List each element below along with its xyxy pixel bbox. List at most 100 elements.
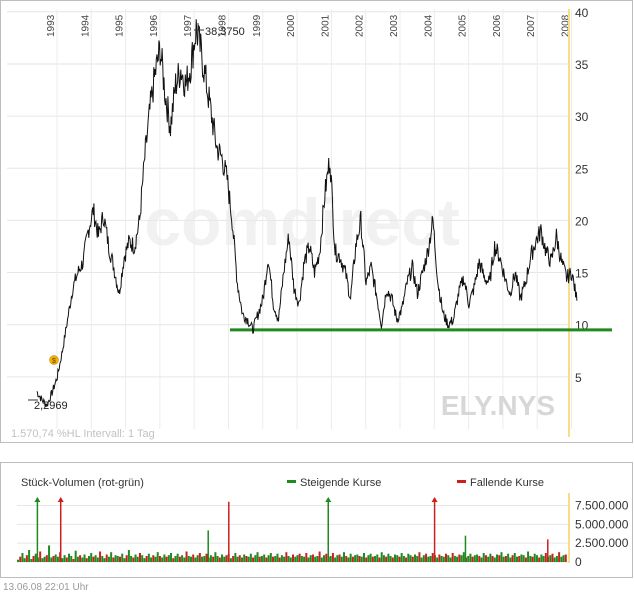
volume-bar bbox=[458, 554, 461, 562]
volume-bar bbox=[409, 555, 412, 562]
volume-overflow-arrow bbox=[325, 497, 332, 502]
volume-bar bbox=[349, 553, 352, 562]
volume-bar bbox=[79, 555, 82, 562]
volume-bar bbox=[385, 556, 388, 562]
volume-bar bbox=[174, 556, 177, 562]
dividend-label: $ bbox=[52, 358, 56, 365]
volume-bar bbox=[278, 557, 281, 562]
volume-bar bbox=[285, 552, 288, 562]
volume-bar bbox=[345, 556, 348, 562]
volume-overflow-arrow bbox=[431, 497, 438, 502]
volume-bar bbox=[21, 553, 24, 562]
volume-bar bbox=[123, 558, 126, 562]
volume-bar bbox=[103, 558, 106, 562]
volume-bar bbox=[267, 555, 270, 562]
volume-bar bbox=[92, 556, 95, 562]
volume-bar bbox=[555, 556, 558, 562]
x-tick-label: 2008 bbox=[561, 14, 572, 37]
volume-bar bbox=[365, 557, 368, 562]
volume-bar bbox=[449, 557, 452, 562]
x-tick-label: 2001 bbox=[320, 14, 331, 37]
volume-bar bbox=[201, 556, 204, 562]
volume-bar bbox=[30, 559, 33, 562]
volume-bar bbox=[420, 557, 423, 562]
y-tick-label: 35 bbox=[575, 58, 589, 72]
volume-bar bbox=[214, 552, 217, 562]
volume-bar bbox=[138, 553, 141, 562]
volume-bar bbox=[43, 556, 46, 562]
volume-bar bbox=[524, 557, 527, 562]
volume-bar bbox=[329, 556, 332, 562]
volume-bar bbox=[205, 553, 208, 562]
x-gridlines bbox=[56, 9, 572, 429]
volume-bar bbox=[265, 557, 268, 562]
volume-bar bbox=[183, 557, 186, 562]
volume-bar bbox=[311, 554, 314, 562]
volume-bar bbox=[236, 556, 239, 562]
price-series-line bbox=[36, 19, 578, 407]
volume-bar bbox=[101, 556, 104, 562]
volume-bar bbox=[107, 556, 110, 562]
timestamp: 13.06.08 22:01 Uhr bbox=[3, 582, 89, 593]
volume-bar bbox=[187, 556, 190, 562]
x-tick-label: 2007 bbox=[526, 14, 537, 37]
volume-bar bbox=[367, 555, 370, 562]
volume-bar bbox=[17, 559, 19, 562]
volume-bar bbox=[334, 557, 337, 562]
volume-bar bbox=[294, 556, 297, 562]
volume-bar bbox=[316, 556, 319, 562]
volume-bar bbox=[105, 554, 108, 562]
volume-bar bbox=[398, 556, 401, 562]
volume-bar bbox=[70, 556, 73, 562]
volume-spikes bbox=[34, 497, 549, 562]
volume-bar bbox=[125, 555, 128, 562]
volume-bar bbox=[76, 556, 79, 562]
volume-bar bbox=[256, 552, 259, 562]
volume-bar bbox=[376, 554, 379, 562]
volume-bar bbox=[130, 556, 133, 562]
volume-bar bbox=[411, 556, 414, 562]
volume-bar bbox=[460, 555, 463, 562]
volume-bar bbox=[245, 556, 248, 562]
volume-bar bbox=[362, 553, 365, 562]
volume-bar bbox=[518, 556, 521, 562]
volume-bar bbox=[318, 551, 321, 562]
volume-bar bbox=[491, 556, 494, 562]
x-tick-label: 1998 bbox=[218, 14, 229, 37]
volume-bar bbox=[549, 555, 552, 562]
volume-bar bbox=[41, 558, 44, 562]
x-tick-label: 2005 bbox=[458, 14, 469, 37]
volume-bar bbox=[161, 557, 164, 562]
volume-bar bbox=[391, 557, 394, 562]
volume-bar bbox=[400, 553, 403, 562]
volume-bar bbox=[229, 558, 232, 562]
volume-bar bbox=[83, 554, 86, 562]
volume-bar bbox=[85, 558, 88, 562]
volume-bar bbox=[185, 551, 188, 562]
volume-bar bbox=[296, 555, 299, 562]
volume-bar bbox=[427, 556, 430, 562]
volume-bar bbox=[500, 552, 503, 562]
volume-bar bbox=[196, 555, 199, 562]
volume-bar bbox=[453, 556, 456, 562]
x-tick-label: 2000 bbox=[286, 14, 297, 37]
volume-bar bbox=[99, 551, 102, 562]
volume-bar bbox=[402, 556, 405, 562]
volume-bar bbox=[287, 556, 290, 562]
volume-bar bbox=[147, 553, 150, 562]
volume-bar bbox=[143, 558, 146, 562]
volume-bar bbox=[513, 553, 516, 562]
volume-overflow-arrow bbox=[34, 497, 41, 502]
volume-bar bbox=[562, 555, 565, 562]
volume-tick-label: 5.000.000 bbox=[575, 517, 629, 531]
volume-bar bbox=[529, 556, 532, 562]
volume-bar bbox=[336, 555, 339, 562]
volume-bar bbox=[114, 555, 117, 562]
volume-chart-panel: Stück-Volumen (rot-grün) Steigende Kurse… bbox=[0, 462, 633, 578]
volume-bar bbox=[28, 550, 31, 562]
volume-bar bbox=[471, 556, 474, 562]
volume-bar bbox=[487, 556, 490, 562]
volume-bars bbox=[17, 545, 567, 562]
x-tick-label: 2006 bbox=[492, 14, 503, 37]
